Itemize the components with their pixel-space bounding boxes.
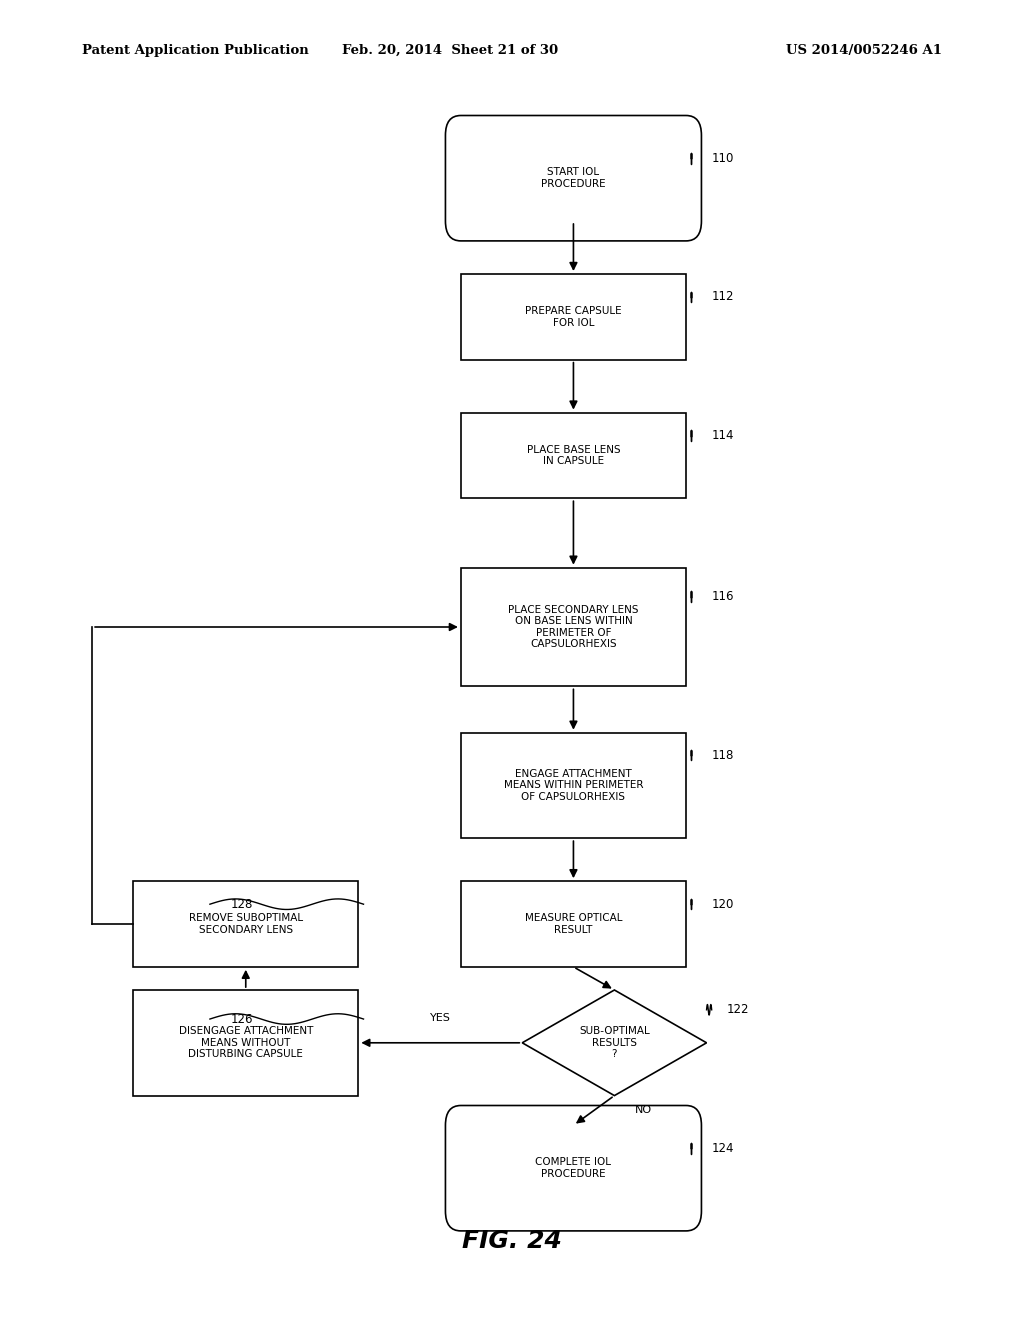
Text: COMPLETE IOL
PROCEDURE: COMPLETE IOL PROCEDURE [536, 1158, 611, 1179]
Text: 118: 118 [712, 748, 734, 762]
Text: FIG. 24: FIG. 24 [462, 1229, 562, 1253]
FancyBboxPatch shape [445, 116, 701, 242]
Polygon shape [522, 990, 707, 1096]
Text: NO: NO [635, 1105, 652, 1115]
Text: 124: 124 [712, 1142, 734, 1155]
FancyBboxPatch shape [461, 882, 686, 966]
Text: 116: 116 [712, 590, 734, 603]
FancyBboxPatch shape [133, 882, 358, 966]
Text: START IOL
PROCEDURE: START IOL PROCEDURE [541, 168, 606, 189]
FancyBboxPatch shape [461, 275, 686, 359]
Text: Feb. 20, 2014  Sheet 21 of 30: Feb. 20, 2014 Sheet 21 of 30 [342, 44, 559, 57]
Text: 110: 110 [712, 152, 734, 165]
Text: 128: 128 [230, 898, 253, 911]
Text: US 2014/0052246 A1: US 2014/0052246 A1 [786, 44, 942, 57]
Text: 126: 126 [230, 1012, 253, 1026]
Text: PLACE BASE LENS
IN CAPSULE: PLACE BASE LENS IN CAPSULE [526, 445, 621, 466]
FancyBboxPatch shape [461, 412, 686, 498]
Text: 114: 114 [712, 429, 734, 442]
Text: Patent Application Publication: Patent Application Publication [82, 44, 308, 57]
Text: REMOVE SUBOPTIMAL
SECONDARY LENS: REMOVE SUBOPTIMAL SECONDARY LENS [188, 913, 303, 935]
FancyBboxPatch shape [461, 568, 686, 686]
FancyBboxPatch shape [461, 733, 686, 838]
Text: 122: 122 [727, 1003, 750, 1016]
Text: MEASURE OPTICAL
RESULT: MEASURE OPTICAL RESULT [524, 913, 623, 935]
Text: PREPARE CAPSULE
FOR IOL: PREPARE CAPSULE FOR IOL [525, 306, 622, 327]
Text: 112: 112 [712, 290, 734, 304]
Text: DISENGAGE ATTACHMENT
MEANS WITHOUT
DISTURBING CAPSULE: DISENGAGE ATTACHMENT MEANS WITHOUT DISTU… [178, 1026, 313, 1060]
Text: YES: YES [430, 1012, 451, 1023]
FancyBboxPatch shape [445, 1106, 701, 1230]
Text: SUB-OPTIMAL
RESULTS
?: SUB-OPTIMAL RESULTS ? [579, 1026, 650, 1060]
Text: PLACE SECONDARY LENS
ON BASE LENS WITHIN
PERIMETER OF
CAPSULORHEXIS: PLACE SECONDARY LENS ON BASE LENS WITHIN… [508, 605, 639, 649]
Text: 120: 120 [712, 898, 734, 911]
Text: ENGAGE ATTACHMENT
MEANS WITHIN PERIMETER
OF CAPSULORHEXIS: ENGAGE ATTACHMENT MEANS WITHIN PERIMETER… [504, 768, 643, 803]
FancyBboxPatch shape [133, 990, 358, 1096]
